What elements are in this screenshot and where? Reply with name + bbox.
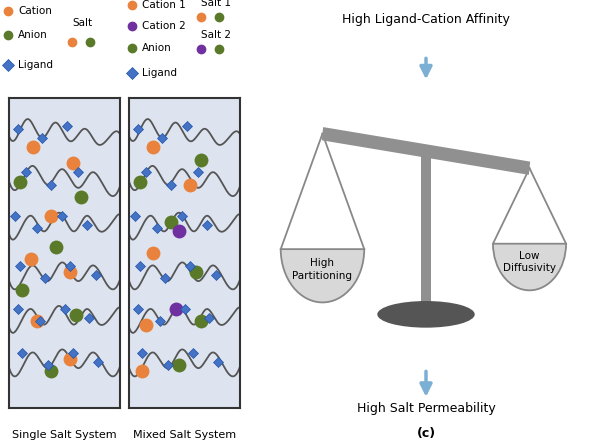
Text: High
Partitioning: High Partitioning bbox=[292, 258, 352, 281]
Wedge shape bbox=[493, 244, 566, 290]
Wedge shape bbox=[281, 249, 364, 302]
Text: Low
Diffusivity: Low Diffusivity bbox=[503, 251, 556, 274]
Text: Mixed Salt System: Mixed Salt System bbox=[133, 430, 236, 440]
Text: Cation 1: Cation 1 bbox=[142, 0, 185, 10]
Ellipse shape bbox=[377, 301, 475, 328]
Polygon shape bbox=[322, 127, 530, 175]
Text: High Ligand-Cation Affinity: High Ligand-Cation Affinity bbox=[342, 13, 510, 26]
Text: Cation 2: Cation 2 bbox=[142, 21, 185, 31]
Text: Anion: Anion bbox=[18, 31, 48, 40]
Text: Ligand: Ligand bbox=[18, 60, 53, 70]
Text: Anion: Anion bbox=[142, 44, 172, 53]
Text: Salt 1: Salt 1 bbox=[201, 0, 231, 8]
Text: Single Salt System: Single Salt System bbox=[12, 430, 117, 440]
Text: (c): (c) bbox=[416, 427, 436, 440]
Text: Salt: Salt bbox=[72, 18, 92, 28]
Bar bbox=[421, 151, 431, 306]
Text: Ligand: Ligand bbox=[142, 68, 177, 78]
Text: Cation: Cation bbox=[18, 6, 52, 16]
Text: Salt 2: Salt 2 bbox=[201, 31, 231, 40]
Text: High Salt Permeability: High Salt Permeability bbox=[356, 402, 496, 415]
